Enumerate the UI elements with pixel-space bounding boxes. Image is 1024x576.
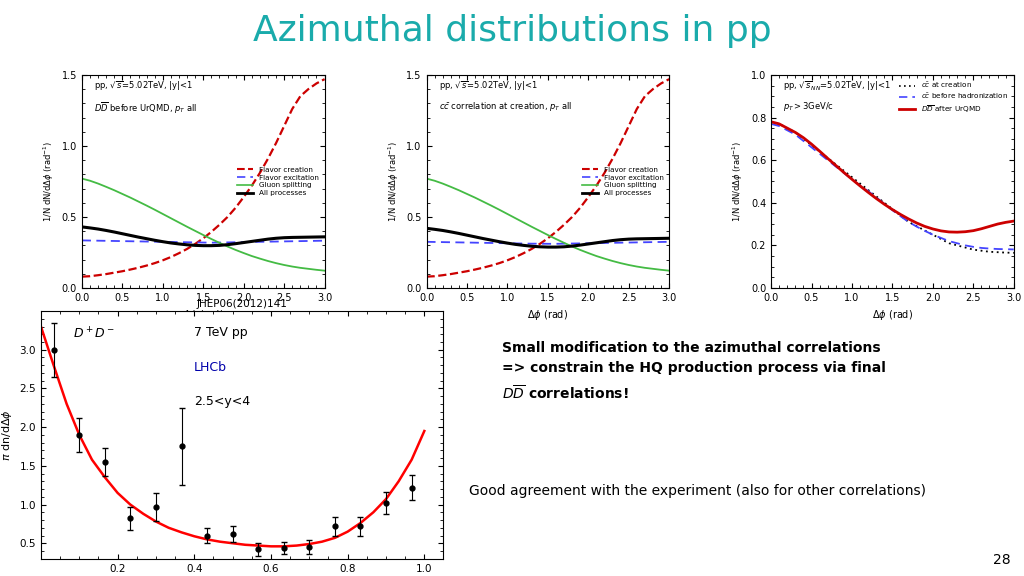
Text: $c\bar{c}$ correlation at creation, $p_T$ all: $c\bar{c}$ correlation at creation, $p_T… (438, 100, 572, 113)
Legend: $c\bar{c}$ at creation, $c\bar{c}$ before hadronization, $D\overline{D}$ after U: $c\bar{c}$ at creation, $c\bar{c}$ befor… (897, 78, 1010, 117)
X-axis label: $\Delta\phi$ (rad): $\Delta\phi$ (rad) (527, 308, 568, 323)
Text: Azimuthal distributions in pp: Azimuthal distributions in pp (253, 14, 771, 48)
X-axis label: $\Delta\phi$ (rad): $\Delta\phi$ (rad) (871, 308, 913, 323)
Legend: Flavor creation, Flavor excitation, Gluon splitting, All processes: Flavor creation, Flavor excitation, Gluo… (236, 165, 321, 198)
X-axis label: $\Delta\phi$ (rad): $\Delta\phi$ (rad) (182, 308, 224, 323)
Title: JHEP06(2012)141: JHEP06(2012)141 (197, 299, 288, 309)
Text: Good agreement with the experiment (also for other correlations): Good agreement with the experiment (also… (469, 484, 926, 498)
Text: $p_T > 3$GeV/c: $p_T > 3$GeV/c (783, 100, 835, 113)
Y-axis label: 1/N dN/d$\Delta\phi$ (rad$^{-1}$): 1/N dN/d$\Delta\phi$ (rad$^{-1}$) (42, 141, 56, 222)
Text: 28: 28 (993, 554, 1011, 567)
Y-axis label: 1/N dN/d$\Delta\phi$ (rad$^{-1}$): 1/N dN/d$\Delta\phi$ (rad$^{-1}$) (731, 141, 745, 222)
Text: 7 TeV pp: 7 TeV pp (194, 326, 248, 339)
Text: $D^+ D^-$: $D^+ D^-$ (73, 326, 116, 341)
Text: pp, $\sqrt{s}$=5.02TeV, |y|<1: pp, $\sqrt{s}$=5.02TeV, |y|<1 (94, 79, 193, 93)
Text: pp, $\sqrt{s}_{NN}$=5.02TeV, |y|<1: pp, $\sqrt{s}_{NN}$=5.02TeV, |y|<1 (783, 79, 891, 93)
Y-axis label: 1/N dN/d$\Delta\phi$ (rad$^{-1}$): 1/N dN/d$\Delta\phi$ (rad$^{-1}$) (386, 141, 400, 222)
Text: Small modification to the azimuthal correlations
=> constrain the HQ production : Small modification to the azimuthal corr… (503, 341, 886, 403)
Text: pp, $\sqrt{s}$=5.02TeV, |y|<1: pp, $\sqrt{s}$=5.02TeV, |y|<1 (438, 79, 538, 93)
Y-axis label: $\pi$ dn/d$\Delta\phi$: $\pi$ dn/d$\Delta\phi$ (0, 409, 14, 461)
Legend: Flavor creation, Flavor excitation, Gluon splitting, All processes: Flavor creation, Flavor excitation, Gluo… (580, 165, 666, 198)
Text: 2.5<y<4: 2.5<y<4 (194, 395, 250, 408)
Text: $D\overline{D}$ before UrQMD, $p_T$ all: $D\overline{D}$ before UrQMD, $p_T$ all (94, 100, 198, 116)
Text: LHCb: LHCb (194, 361, 227, 374)
